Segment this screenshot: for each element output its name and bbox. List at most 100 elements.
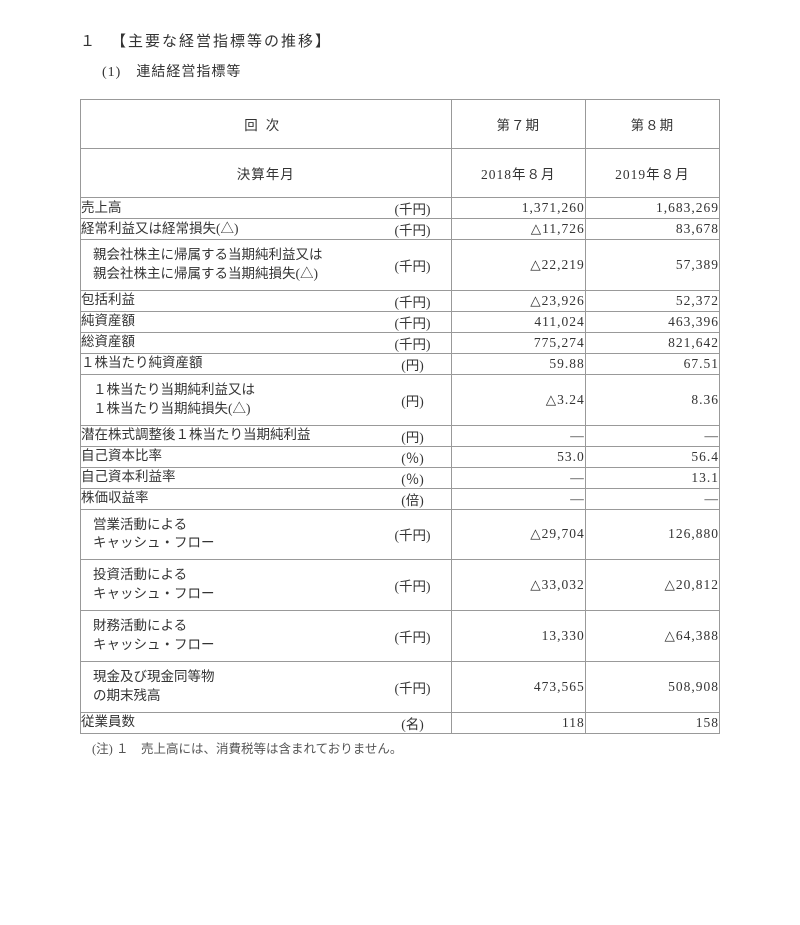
row-unit: (千円) [374,198,451,219]
row-value-p8: 1,683,269 [585,198,719,219]
row-value-p7: 411,024 [451,311,585,332]
row-unit: (円) [374,353,451,374]
row-label: 総資産額 [81,332,375,353]
section-title: １ 【主要な経営指標等の推移】 [80,30,720,51]
row-value-p7: 1,371,260 [451,198,585,219]
row-value-p8: 56.4 [585,446,719,467]
row-label: １株当たり当期純利益又は １株当たり当期純損失(△) [81,374,375,425]
row-label: 現金及び現金同等物 の期末残高 [81,661,375,712]
period-7-header: 第７期 [451,100,585,149]
table-row: 営業活動による キャッシュ・フロー(千円)△29,704126,880 [81,509,720,560]
row-label: 親会社株主に帰属する当期純利益又は 親会社株主に帰属する当期純損失(△) [81,240,375,291]
row-value-p7: △23,926 [451,290,585,311]
row-unit: (円) [374,425,451,446]
row-value-p7: 118 [451,712,585,733]
document-header: １ 【主要な経営指標等の推移】 (1) 連結経営指標等 [80,30,720,81]
period-8-header: 第８期 [585,100,719,149]
section-title-text: 【主要な経営指標等の推移】 [111,34,332,50]
row-value-p7: △11,726 [451,219,585,240]
row-value-p8: 463,396 [585,311,719,332]
row-unit: (倍) [374,488,451,509]
row-value-p8: 57,389 [585,240,719,291]
row-unit: (名) [374,712,451,733]
row-value-p8: 67.51 [585,353,719,374]
row-value-p7: 59.88 [451,353,585,374]
subsection-title: (1) 連結経営指標等 [102,61,720,81]
row-label: 包括利益 [81,290,375,311]
period-8-date: 2019年８月 [585,149,719,198]
table-row: １株当たり純資産額(円)59.8867.51 [81,353,720,374]
row-label: 投資活動による キャッシュ・フロー [81,560,375,611]
row-value-p7: 13,330 [451,611,585,662]
table-row: 総資産額(千円)775,274821,642 [81,332,720,353]
financial-indicators-table: 回次 第７期 第８期 決算年月 2018年８月 2019年８月 売上高(千円)1… [80,99,720,734]
row-value-p8: 821,642 [585,332,719,353]
row-label: 経常利益又は経常損失(△) [81,219,375,240]
row-value-p8: 83,678 [585,219,719,240]
table-row: 包括利益(千円)△23,92652,372 [81,290,720,311]
period-main-label: 回次 [81,100,452,149]
row-value-p7: △33,032 [451,560,585,611]
row-value-p8: 508,908 [585,661,719,712]
row-unit: (円) [374,374,451,425]
table-body: 売上高(千円)1,371,2601,683,269経常利益又は経常損失(△)(千… [81,198,720,734]
row-value-p8: 158 [585,712,719,733]
row-label: 売上高 [81,198,375,219]
row-value-p7: ― [451,467,585,488]
row-label: 株価収益率 [81,488,375,509]
table-row: 現金及び現金同等物 の期末残高(千円)473,565508,908 [81,661,720,712]
row-value-p8: 52,372 [585,290,719,311]
row-label: 自己資本比率 [81,446,375,467]
row-unit: (％) [374,446,451,467]
section-number: １ [80,30,97,51]
table-header-row-1: 回次 第７期 第８期 [81,100,720,149]
table-row: 自己資本比率(％)53.056.4 [81,446,720,467]
table-row: 株価収益率(倍)―― [81,488,720,509]
row-value-p8: △20,812 [585,560,719,611]
row-unit: (千円) [374,661,451,712]
table-row: 潜在株式調整後１株当たり当期純利益(円)―― [81,425,720,446]
row-value-p7: ― [451,425,585,446]
row-label: 営業活動による キャッシュ・フロー [81,509,375,560]
row-unit: (千円) [374,560,451,611]
row-value-p8: 126,880 [585,509,719,560]
row-value-p8: 8.36 [585,374,719,425]
table-row: １株当たり当期純利益又は １株当たり当期純損失(△)(円)△3.248.36 [81,374,720,425]
row-label: 財務活動による キャッシュ・フロー [81,611,375,662]
row-value-p8: △64,388 [585,611,719,662]
row-unit: (千円) [374,290,451,311]
table-row: 経常利益又は経常損失(△)(千円)△11,72683,678 [81,219,720,240]
row-unit: (千円) [374,509,451,560]
table-row: 自己資本利益率(％)―13.1 [81,467,720,488]
row-unit: (％) [374,467,451,488]
row-value-p7: △3.24 [451,374,585,425]
row-unit: (千円) [374,240,451,291]
row-value-p8: 13.1 [585,467,719,488]
period-sublabel: 決算年月 [81,149,452,198]
row-label: 従業員数 [81,712,375,733]
table-row: 投資活動による キャッシュ・フロー(千円)△33,032△20,812 [81,560,720,611]
table-row: 親会社株主に帰属する当期純利益又は 親会社株主に帰属する当期純損失(△)(千円)… [81,240,720,291]
row-value-p7: 53.0 [451,446,585,467]
row-value-p7: △22,219 [451,240,585,291]
table-header-row-2: 決算年月 2018年８月 2019年８月 [81,149,720,198]
table-row: 純資産額(千円)411,024463,396 [81,311,720,332]
row-value-p7: ― [451,488,585,509]
row-label: 潜在株式調整後１株当たり当期純利益 [81,425,375,446]
table-row: 従業員数(名)118158 [81,712,720,733]
row-value-p7: 775,274 [451,332,585,353]
row-label: 自己資本利益率 [81,467,375,488]
table-row: 財務活動による キャッシュ・フロー(千円)13,330△64,388 [81,611,720,662]
row-value-p7: △29,704 [451,509,585,560]
period-7-date: 2018年８月 [451,149,585,198]
row-unit: (千円) [374,219,451,240]
row-label: １株当たり純資産額 [81,353,375,374]
table-row: 売上高(千円)1,371,2601,683,269 [81,198,720,219]
row-value-p8: ― [585,425,719,446]
row-label: 純資産額 [81,311,375,332]
row-unit: (千円) [374,611,451,662]
row-value-p8: ― [585,488,719,509]
row-unit: (千円) [374,332,451,353]
row-unit: (千円) [374,311,451,332]
footnote: (注) １ 売上高には、消費税等は含まれておりません。 [92,738,720,757]
